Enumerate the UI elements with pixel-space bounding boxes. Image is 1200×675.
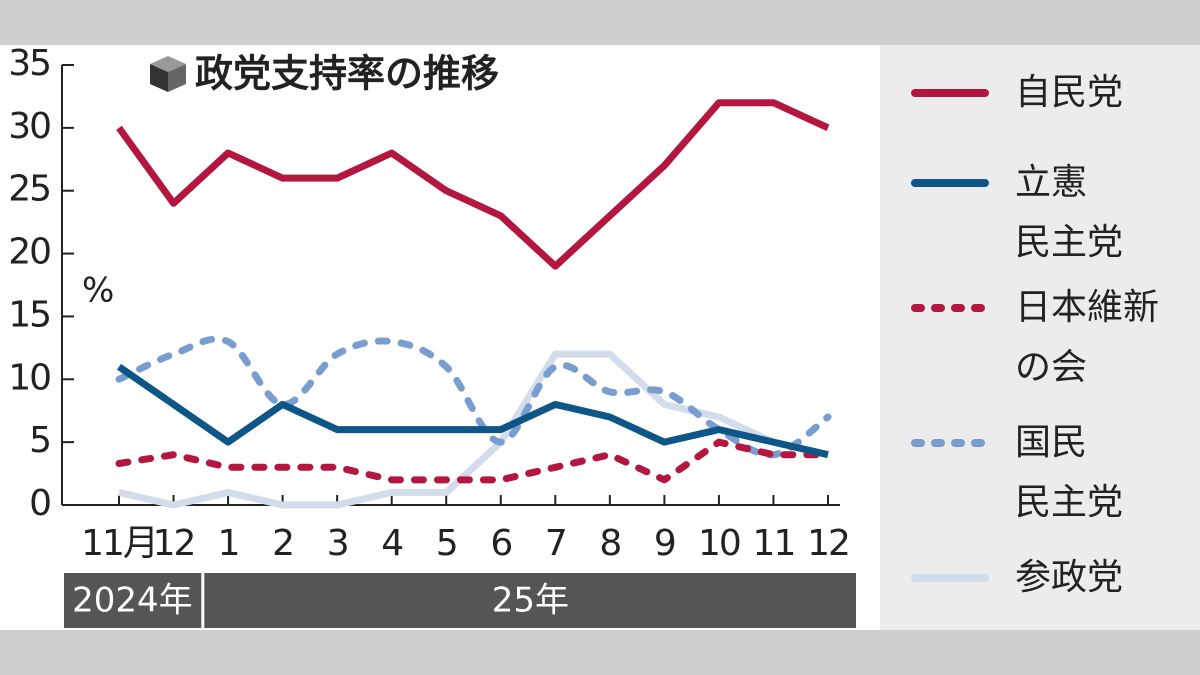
legend-swatch bbox=[911, 304, 989, 312]
legend-entry: 立憲 民主党 bbox=[910, 162, 1123, 273]
legend-entry: 日本維新 の会 bbox=[910, 287, 1159, 398]
chart-title: 政党支持率の推移 bbox=[195, 52, 499, 96]
legend-swatch bbox=[911, 574, 989, 582]
y-tick-label: 25 bbox=[8, 169, 50, 210]
x-tick-label: 4 bbox=[381, 523, 402, 564]
series-line bbox=[118, 350, 829, 509]
x-tick-label: 5 bbox=[436, 523, 457, 564]
legend-label: 立憲 民主党 bbox=[1015, 162, 1124, 263]
x-tick-label: 12 bbox=[807, 523, 849, 564]
x-tick-label: 2 bbox=[272, 523, 293, 564]
x-tick-label: 9 bbox=[654, 523, 675, 564]
x-tick-label: 6 bbox=[490, 523, 511, 564]
plot-panel bbox=[0, 45, 880, 630]
y-tick-label: 20 bbox=[8, 232, 50, 273]
y-unit: % bbox=[82, 271, 114, 311]
legend-label: 自民党 bbox=[1015, 72, 1124, 113]
x-tick-label: 8 bbox=[599, 523, 620, 564]
year-label: 25年 bbox=[492, 581, 569, 621]
y-tick-label: 35 bbox=[8, 43, 50, 84]
x-tick-label: 12 bbox=[153, 523, 195, 564]
legend-label: 日本維新 の会 bbox=[1015, 287, 1160, 388]
legend-label: 国民 民主党 bbox=[1015, 422, 1124, 523]
legend-swatch bbox=[911, 89, 989, 97]
legend-swatch bbox=[911, 179, 989, 187]
legend: 自民党立憲 民主党 日本維新 の会 国民 民主党参政党 bbox=[880, 45, 1200, 630]
series-line bbox=[115, 335, 832, 459]
year-band bbox=[64, 573, 856, 628]
y-tick-label: 10 bbox=[8, 357, 50, 398]
y-tick-label: 5 bbox=[29, 420, 50, 461]
y-tick-label: 30 bbox=[8, 106, 50, 147]
x-tick-label: 11月 bbox=[81, 523, 157, 564]
series-line bbox=[116, 99, 830, 270]
x-tick-label: 3 bbox=[327, 523, 348, 564]
y-tick-label: 0 bbox=[29, 483, 50, 524]
x-tick-label: 1 bbox=[218, 523, 239, 564]
x-tick-label: 7 bbox=[545, 523, 566, 564]
year-label: 2024年 bbox=[72, 581, 193, 621]
series-line bbox=[115, 438, 832, 484]
legend-entry: 国民 民主党 bbox=[910, 422, 1123, 533]
series-line bbox=[117, 363, 829, 459]
legend-label: 参政党 bbox=[1015, 557, 1124, 598]
x-tick-label: 10 bbox=[698, 523, 740, 564]
legend-swatch bbox=[911, 439, 989, 447]
x-tick-label: 11 bbox=[753, 523, 795, 564]
legend-entry: 自民党 bbox=[910, 72, 1123, 123]
y-tick-label: 15 bbox=[8, 294, 50, 335]
title-icon bbox=[150, 56, 186, 92]
legend-entry: 参政党 bbox=[910, 557, 1123, 608]
